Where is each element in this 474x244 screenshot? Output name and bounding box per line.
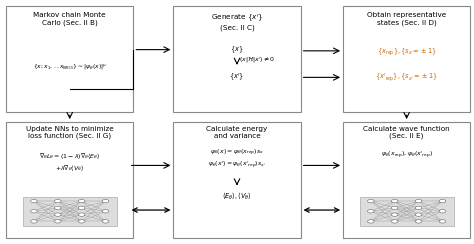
Circle shape [367,220,374,223]
Text: Generate $\{x'\}$
(Sec. II C): Generate $\{x'\}$ (Sec. II C) [210,12,264,31]
Text: $\psi_\theta(x_\mathrm{rep}), \psi_\theta(x'_\mathrm{rep})$: $\psi_\theta(x_\mathrm{rep}), \psi_\thet… [381,150,433,161]
Circle shape [415,220,422,223]
FancyBboxPatch shape [173,122,301,238]
FancyBboxPatch shape [343,122,470,238]
Text: Update NNs to minimize
loss function (Sec. II G): Update NNs to minimize loss function (Se… [26,126,114,139]
Text: $\nabla_\theta L_\theta = (1-\lambda)\nabla_\theta\langle E_\theta\rangle$
$+\la: $\nabla_\theta L_\theta = (1-\lambda)\na… [39,151,100,173]
Text: Calculate wave function
(Sec. II E): Calculate wave function (Sec. II E) [364,126,450,139]
Circle shape [392,199,398,203]
Circle shape [392,213,398,216]
Circle shape [367,210,374,213]
Circle shape [439,210,446,213]
FancyBboxPatch shape [6,122,133,238]
Circle shape [55,199,61,203]
Circle shape [78,199,85,203]
Text: $\langle E_\theta\rangle, \langle V_\theta\rangle$: $\langle E_\theta\rangle, \langle V_\the… [222,191,252,202]
Text: $\{x'\}$: $\{x'\}$ [229,72,245,83]
Text: $(x|\mathcal{H}|x')\neq 0$: $(x|\mathcal{H}|x')\neq 0$ [239,55,276,65]
Text: $\{x'_\mathrm{rep}\}, \{s_{x'} = \pm 1\}$: $\{x'_\mathrm{rep}\}, \{s_{x'} = \pm 1\}… [375,71,438,84]
FancyBboxPatch shape [359,197,454,226]
Circle shape [415,199,422,203]
Circle shape [55,206,61,210]
Text: Obtain representative
states (Sec. II D): Obtain representative states (Sec. II D) [367,12,446,26]
Circle shape [415,213,422,216]
Circle shape [78,206,85,210]
Circle shape [102,199,109,203]
Circle shape [439,220,446,223]
Circle shape [78,213,85,216]
Circle shape [55,213,61,216]
Circle shape [367,199,374,203]
FancyBboxPatch shape [6,6,133,112]
Circle shape [31,220,37,223]
Circle shape [102,210,109,213]
Circle shape [31,210,37,213]
Text: $\{x\}$: $\{x\}$ [230,44,244,55]
FancyBboxPatch shape [173,6,301,112]
FancyBboxPatch shape [23,197,117,226]
Circle shape [102,220,109,223]
Circle shape [55,220,61,223]
Text: $\{x_\mathrm{rep}\}, \{s_x = \pm 1\}$: $\{x_\mathrm{rep}\}, \{s_x = \pm 1\}$ [376,46,437,58]
Text: $\psi_\theta(x) = \psi_\theta(x_\mathrm{rep})s_x$
$\psi_\theta(x') = \psi_\theta: $\psi_\theta(x) = \psi_\theta(x_\mathrm{… [208,148,266,171]
Circle shape [392,206,398,210]
Circle shape [439,199,446,203]
Circle shape [31,199,37,203]
Circle shape [392,220,398,223]
Text: Markov chain Monte
Carlo (Sec. II B): Markov chain Monte Carlo (Sec. II B) [33,12,106,26]
Text: $\{x; x_1 ... x_{N_\mathrm{MCS}}\}\sim|\psi_\theta(x)|^\mu$: $\{x; x_1 ... x_{N_\mathrm{MCS}}\}\sim|\… [33,63,107,72]
FancyBboxPatch shape [343,6,470,112]
Circle shape [78,220,85,223]
Circle shape [415,206,422,210]
Text: Calculate energy
and variance: Calculate energy and variance [206,126,268,139]
